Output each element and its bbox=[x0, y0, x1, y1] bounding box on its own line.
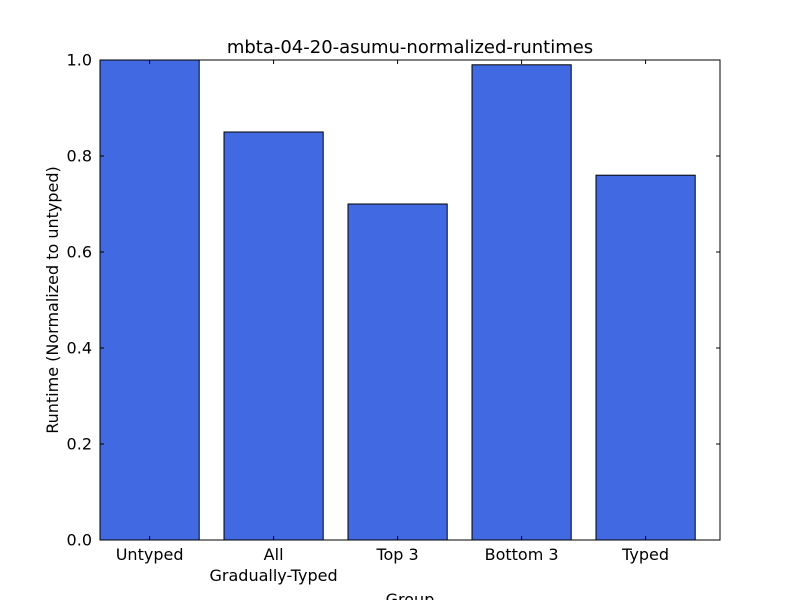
x-tick-label: Top 3 bbox=[375, 545, 418, 564]
chart-title: mbta-04-20-asumu-normalized-runtimes bbox=[227, 37, 593, 58]
y-tick-label: 0.6 bbox=[67, 243, 92, 262]
plot-frame bbox=[99, 59, 721, 541]
y-tick-label: 1.0 bbox=[67, 51, 92, 70]
x-tick-label: All bbox=[264, 545, 284, 564]
x-tick-label: Untyped bbox=[116, 545, 184, 564]
y-tick-label: 0.0 bbox=[67, 531, 92, 550]
x-axis-tick-labels: Untyped All Gradually-Typed Top 3 Bottom 3 Ty… bbox=[116, 545, 669, 585]
bar bbox=[99, 59, 200, 541]
y-tick-label: 0.8 bbox=[67, 147, 92, 166]
x-tick-label: Bottom 3 bbox=[485, 545, 559, 564]
bar bbox=[595, 174, 696, 541]
y-axis-ticks: 0.0 0.2 0.4 0.6 0.8 1.0 bbox=[67, 51, 720, 550]
bars-layer bbox=[99, 59, 696, 541]
y-tick-label: 0.4 bbox=[67, 339, 92, 358]
y-axis-label: Runtime (Normalized to untyped) bbox=[43, 166, 62, 434]
bar bbox=[223, 131, 324, 541]
x-axis-label: Group bbox=[386, 590, 435, 600]
bar bbox=[347, 203, 448, 541]
x-tick-label: Gradually-Typed bbox=[210, 566, 338, 585]
bar bbox=[471, 64, 572, 541]
y-tick-label: 0.2 bbox=[67, 435, 92, 454]
x-tick-label: Typed bbox=[621, 545, 669, 564]
